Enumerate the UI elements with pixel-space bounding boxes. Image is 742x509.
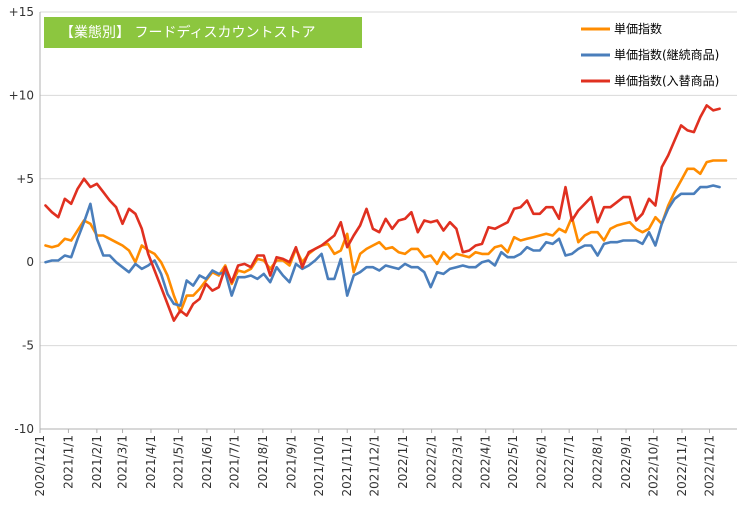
- x-tick-label: 2021/2/1: [90, 435, 104, 489]
- x-tick-label: 2022/7/1: [562, 435, 576, 489]
- x-tick-label: 2022/8/1: [591, 435, 605, 489]
- y-tick-label: +5: [16, 172, 34, 186]
- x-tick-label: 2022/11/1: [675, 435, 689, 497]
- x-tick-labels: 2020/12/1 2021/1/1 2021/2/1 2021/3/1 2021/4/…: [33, 435, 716, 497]
- x-tick-label: 2021/7/1: [227, 435, 241, 489]
- legend-label-unit-price: 単価指数: [614, 21, 662, 36]
- axes: [39, 12, 737, 433]
- x-tick-label: 2022/2/1: [425, 435, 439, 489]
- x-tick-label: 2022/10/1: [647, 435, 661, 497]
- chart-title-background: [44, 17, 362, 48]
- legend: 単価指数 単価指数(継続商品) 単価指数(入替商品): [581, 21, 719, 88]
- y-tick-labels: -10 -5 0 +5 +10 +15: [9, 5, 34, 436]
- legend-label-continuing: 単価指数(継続商品): [614, 47, 719, 62]
- y-tick-label: -10: [14, 422, 34, 436]
- x-tick-label: 2021/5/1: [171, 435, 185, 489]
- x-tick-label: 2022/1/1: [396, 435, 410, 489]
- y-tick-label: +15: [9, 5, 34, 19]
- y-tick-label: +10: [9, 88, 34, 102]
- series-line-1: [44, 184, 721, 307]
- y-tick-label: -5: [22, 339, 34, 353]
- x-tick-label: 2022/6/1: [535, 435, 549, 489]
- x-tick-label: 2020/12/1: [33, 435, 47, 497]
- x-tick-label: 2022/5/1: [506, 435, 520, 489]
- x-tick-label: 2021/12/1: [368, 435, 382, 497]
- x-tick-label: 2021/11/1: [340, 435, 354, 497]
- x-tick-label: 2021/10/1: [312, 435, 326, 497]
- x-tick-label: 2022/9/1: [619, 435, 633, 489]
- x-tick-label: 2021/4/1: [144, 435, 158, 489]
- legend-label-replacement: 単価指数(入替商品): [614, 73, 719, 88]
- x-tick-label: 2021/8/1: [256, 435, 270, 489]
- chart-title: 【業態別】 フードディスカウントストア: [60, 24, 315, 41]
- x-tick-label: 2021/6/1: [200, 435, 214, 489]
- x-tick-label: 2022/12/1: [702, 435, 716, 497]
- x-tick-label: 2021/1/1: [61, 435, 75, 489]
- legend-item-continuing: 単価指数(継続商品): [581, 47, 719, 62]
- x-tick-label: 2021/3/1: [116, 435, 130, 489]
- legend-item-replacement: 単価指数(入替商品): [581, 73, 719, 88]
- x-tick-label: 2022/3/1: [450, 435, 464, 489]
- x-tick-label: 2021/9/1: [284, 435, 298, 489]
- series-lines: [44, 104, 728, 322]
- series-line-0: [44, 159, 728, 314]
- chart-title-box: 【業態別】 フードディスカウントストア: [44, 17, 362, 48]
- x-tick-label: 2022/4/1: [479, 435, 493, 489]
- legend-item-unit-price: 単価指数: [581, 21, 662, 36]
- y-tick-label: 0: [26, 255, 34, 269]
- series-line-2: [44, 104, 721, 322]
